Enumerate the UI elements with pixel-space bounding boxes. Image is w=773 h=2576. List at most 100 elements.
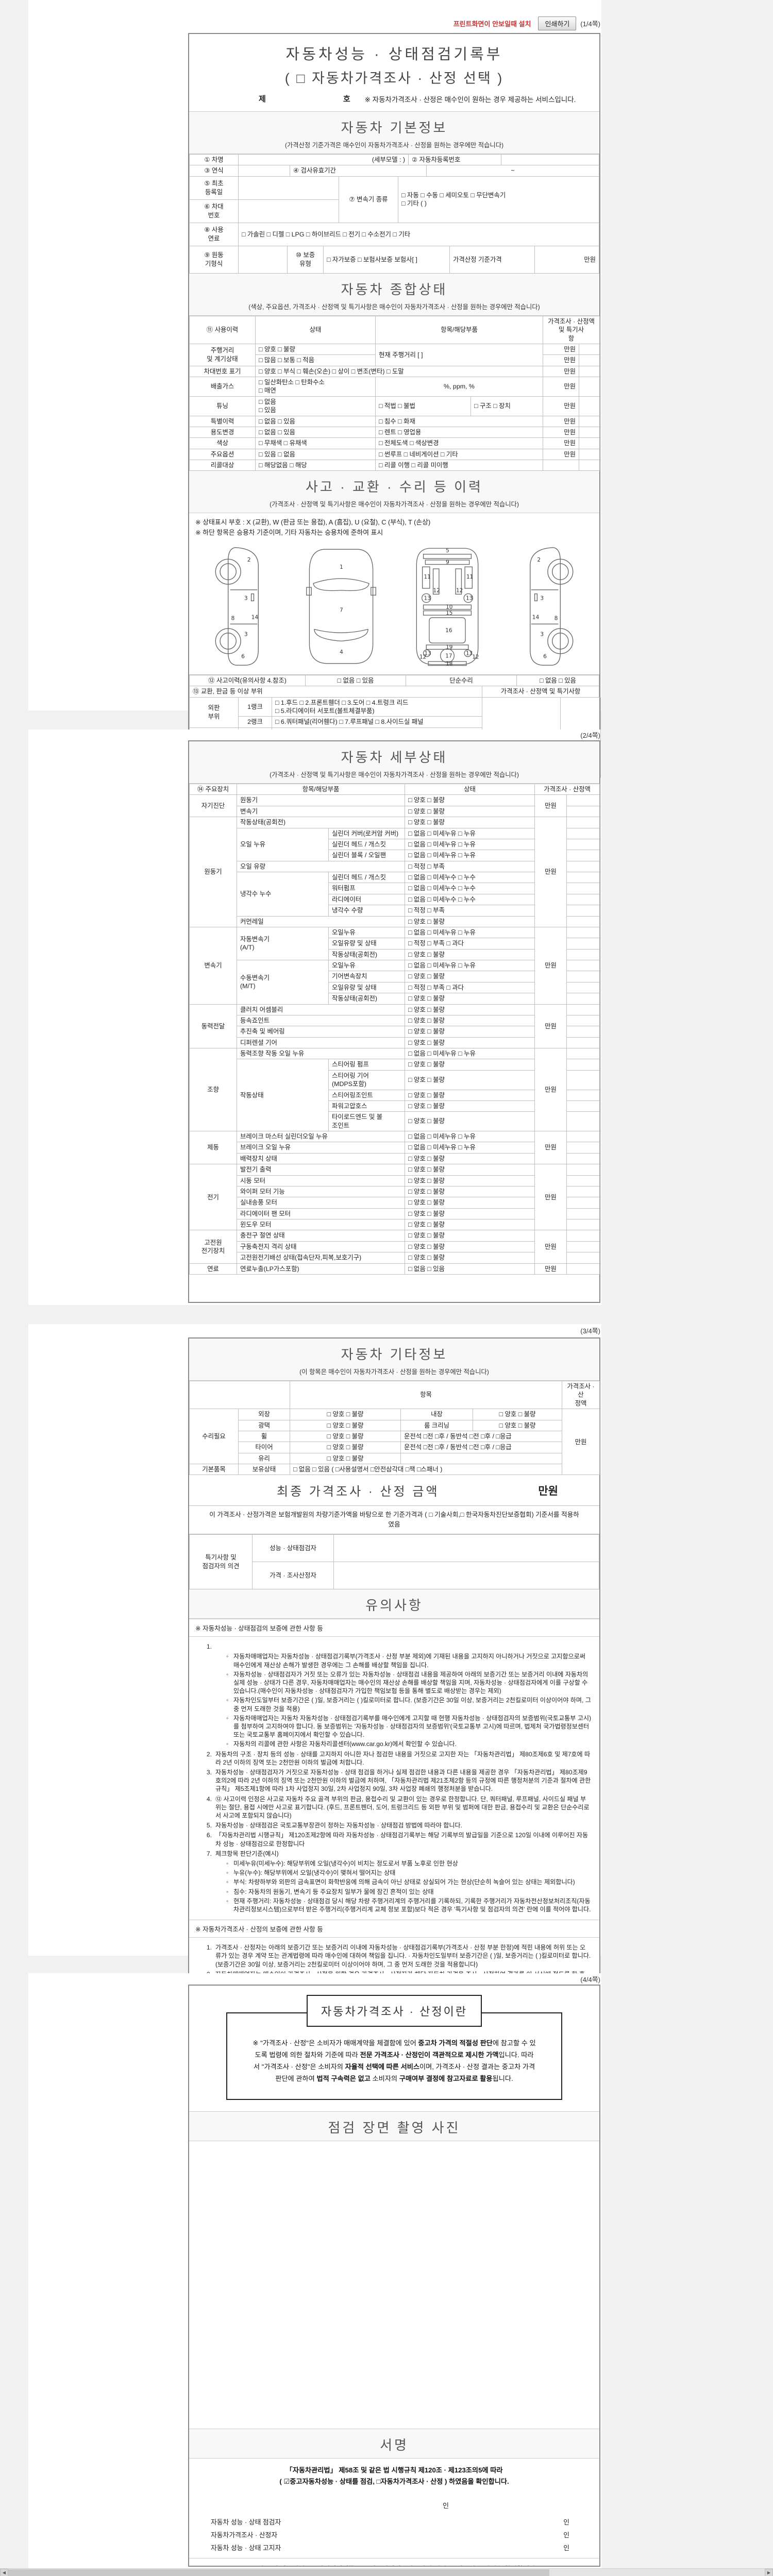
page-marker-strip-2: (2/4쪽) [188,730,600,740]
rank1-label: 1랭크 [238,697,272,717]
inspector-opinion-table: 특기사항 및 점검자의 의견 성능 · 상태점검자 가격 · 조사산정자 [189,1534,599,1590]
stamp-mark: 인 [563,2531,569,2539]
notice-bullet: ◦ 자동차성능 · 상태점검자가 거짓 또는 오류가 있는 자동차성능 · 상태점… [226,1670,591,1696]
item-text: 가격조사 · 산정자는 아래의 보증기간 또는 보증거리 이내에 자동차성능 ·… [215,1944,591,1968]
item-sub-label: 작동상태(공회전) [328,993,405,1005]
signer-label: 자동차가격조사 · 산정자 [211,2531,278,2539]
table-row: ⑬ 교환, 판금 등 이상 부위 가격조사 · 산정액 및 특기사항 [189,686,599,698]
bullet-text: 부식: 차량하부와 외판의 금속표면이 화학반응에 의해 금속이 아닌 상태로 … [233,1878,575,1886]
engine-type-label: ⑨ 원동 기형식 [189,245,239,274]
svg-text:12: 12 [456,587,463,594]
item-sub-label: 타이로드엔드 및 볼 조인트 [328,1111,405,1131]
price-note-area [566,893,600,906]
table-row: 용도변경 □ 없음 □ 있음 □ 렌트 □ 영업용 만원 [189,426,600,438]
device-header: ⑭ 주요장치 [189,783,237,795]
horizontal-scrollbar[interactable]: ◀ ▶ [0,2568,773,2576]
item-header: 항목 [290,1380,562,1410]
price-note-area [566,1111,600,1131]
bullet-marker: ◦ [226,1670,229,1678]
item-sub-label: 오일누유 [328,926,405,939]
table-row: 동력전달 클러치 어셈블리 □ 양호 □ 불량 만원 [189,1004,600,1048]
state-options: □ 없음 □ 미세누유 □ 누유 [405,850,535,861]
section-accident-header: 사고 · 교환 · 수리 등 이력 (가격조사 · 산정액 및 특기사항은 매수… [189,471,599,514]
state-options: □ 양호 □ 불량 [405,805,535,818]
item-label: 타이어 [238,1442,290,1453]
state-options: □ 양호 □ 불량 [405,1153,535,1165]
signer-row: 자동차가격조사 · 산정자 인 [189,2528,599,2541]
item-label: 커먼레일 [237,916,405,927]
item-text: 「자동차관리법 시행규칙」 제120조제2항에 따라 자동차성능 · 상태점검기… [215,1832,589,1848]
price-unit: 만원 [543,365,579,378]
text-segment-bold: 구매여부 결정에 참고자료로 활용 [399,2075,493,2083]
table-row: 주행거리 및 계기상태 □ 양호 □ 불량 현재 주행거리 [ ] 만원 [189,343,600,366]
table-row: 2랭크 □ 6.쿼터패널(리어휀다) □ 7.루프패널 □ 8.사이드실 패널 [190,716,601,728]
color-items: □ 전체도색 □ 색상변경 [375,437,543,449]
notice-bullet: ◦ 현재 주행거리: 자동차성능 · 상태점검 당시 해당 차량 주행거리계의 주… [226,1897,591,1913]
item-sub-label: 스티어링 기어(MDPS포함) [328,1070,405,1090]
table-row: 튜닝 □ 없음 □ 있음 □ 적법 □ 불법 □ 구조 □ 장치 만원 [189,396,600,416]
tire-position-options: 운전석 □전 □후 / 동반석 □전 □후 / □응급 [400,1442,562,1453]
device-label: 동력전달 [189,1004,237,1048]
special-history-state: □ 없음 □ 있음 [255,415,376,427]
notice-item: 2. 자동차의 구조 · 장치 등의 성능 · 상태를 고지하지 아니한 자나 점… [198,1750,591,1767]
section-other-info-header: 자동차 기타정보 (이 항목은 매수인이 자동차가격조사 · 산정을 원하는 경… [189,1338,599,1381]
item-label: 유리 [238,1452,290,1465]
scrollbar-thumb[interactable] [8,2569,549,2576]
svg-text:11: 11 [424,574,431,580]
vin-marking-label: 차대번호 표기 [189,365,256,378]
bullet-text: 자동차인도일부터 보증기간은 ( )일, 보증거리는 ( )킬로미터로 합니다.… [233,1697,591,1713]
table-row: 작동상태 스티어링 펌프 □ 양호 □ 불량 [190,1059,600,1131]
first-reg-date-label: ⑤ 최초 등록일 [189,176,239,200]
section-title: 자동차 종합상태 [341,281,448,297]
emission-label: 배출가스 [189,377,256,397]
item-label: 충전구 절연 상태 [237,1230,405,1242]
item-header: 항목/해당부품 [375,315,543,344]
main-option-items: □ 썬루프 □ 네비게이션 □ 기타 [375,448,543,461]
fuel-options: □ 가솔린 □ 디젤 □ LPG □ 하이브리드 □ 전기 □ 수소전기 □ 기… [238,222,599,246]
svg-text:3: 3 [540,631,544,637]
state-options: □ 양호 □ 불량 [405,1070,535,1090]
svg-text:18: 18 [446,660,452,667]
svg-text:12: 12 [419,654,426,660]
rank2-label: 2랭크 [238,716,272,728]
print-button[interactable]: 인쇄하기 [538,16,577,30]
stamp-mark: 인 [563,2544,569,2552]
state-options: □ 양호 □ 불량 [290,1442,401,1453]
item-label: 브레이크 오일 누유 [237,1142,405,1154]
table-row: 리콜대상 □ 해당없음 □ 해당 □ 리콜 이행 □ 리콜 미이행 [189,459,600,471]
price-note-area [566,794,600,806]
state-options: □ 양호 □ 불량 [290,1419,401,1431]
item-number: 1. [206,1944,212,1952]
svg-text:17: 17 [445,653,452,659]
form-title-price-option: ( □ 자동차가격조사 · 산정 선택 ) [284,71,504,86]
section-overall-state-header: 자동차 종합상태 (색상, 주요옵션, 가격조사 · 산정액 및 특기사항은 매… [189,273,599,316]
scroll-left-arrow-icon[interactable]: ◀ [0,2569,8,2576]
bullet-text: 현재 주행거리: 자동차성능 · 상태점검 당시 해당 차량 주행거리계의 주행… [233,1897,591,1913]
simple-repair-label: 단순수리 [406,674,517,687]
table-header-row: ⑭ 주요장치 항목/해당부품 상태 가격조사 · 산정액 [189,783,600,795]
law-reference-line1: 「자동차관리법」 제58조 및 같은 법 시행규칙 제120조 · 제123조의… [285,2466,503,2475]
svg-text:13: 13 [466,650,473,656]
tuning-label: 튜닝 [189,396,256,416]
signer-row: 자동차 성능 · 상태 점검자 인 [189,2515,599,2528]
table-row: □ 많음 □ 보통 □ 적음 만원 [190,354,600,366]
price-note-area [566,959,600,972]
state-options: □ 양호 □ 불량 [405,1037,535,1049]
price-note-area [566,1208,600,1220]
table-row: 고전원 전기장치 충전구 절연 상태 □ 양호 □ 불량 만원 [189,1230,600,1264]
price-unit: 만원 [543,396,579,416]
section-title: 자동차 기본정보 [341,120,448,135]
mileage-item: 현재 주행거리 [ ] [375,343,543,366]
price-note-area [566,1175,600,1187]
car-frame-diagram: 5 9 11 11 12 12 13 13 10 15 16 19 13 13 [416,548,479,667]
scroll-right-arrow-icon[interactable]: ▶ [765,2569,773,2576]
stamp-mark: 인 [563,2518,569,2526]
recall-label: 리콜대상 [189,459,256,471]
price-note-area [578,343,600,355]
law-reference-line2: ( ☑중고자동차성능 · 상태를 점검, □자동차가격조사 · 산정 ) 하였음… [279,2477,509,2485]
other-info-table: 항목 가격조사 · 산 정액 수리필요 외장 □ 양호 □ 불량 내장 □ 양호… [189,1380,600,1476]
state-options: □ 양호 □ 불량 [405,1014,535,1027]
price-note-area [566,1164,600,1176]
table-row: 수리필요 외장 □ 양호 □ 불량 내장 □ 양호 □ 불량 만원 [189,1409,600,1476]
price-note-area [578,354,600,366]
